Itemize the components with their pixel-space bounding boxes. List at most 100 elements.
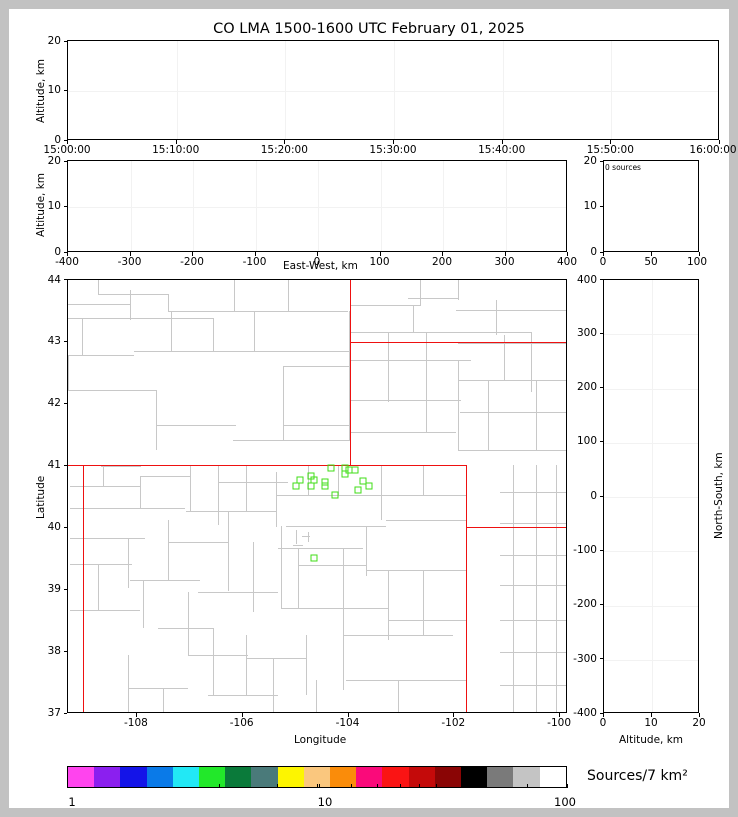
p1-ytick-0	[63, 139, 67, 141]
map-axis-label-longitude: Longitude	[294, 734, 347, 746]
colorbar-band	[146, 767, 173, 787]
p2-axis-label-eastwest: East-West, km	[283, 260, 358, 272]
cbar-minor-tick	[527, 784, 528, 787]
colorbar-band	[225, 767, 252, 787]
p5-ytick-400	[599, 279, 603, 280]
p2-ytick-0	[63, 251, 67, 253]
p3-xtick-50	[651, 252, 652, 256]
p2-ytick-20	[63, 160, 67, 162]
colorbar-band	[199, 767, 226, 787]
p5-ytick-200n	[599, 604, 603, 605]
colorbar-band	[382, 767, 409, 787]
colorbar-band	[68, 767, 95, 787]
p5-ylabel-200n: -200	[573, 597, 597, 610]
p5-ylabel-300n: -300	[573, 652, 597, 665]
colorbar-band	[356, 767, 383, 787]
colorbar-band	[94, 767, 121, 787]
p5-ytick-0	[599, 495, 603, 497]
panel-time-height[interactable]	[67, 40, 719, 140]
source-marker	[365, 482, 373, 490]
map-ylabel-38: 38	[47, 644, 61, 657]
p2-xtick-5	[379, 252, 381, 256]
cbar-label-100: 100	[554, 795, 576, 809]
colorbar[interactable]	[67, 766, 567, 788]
panel-map[interactable]	[67, 279, 567, 713]
map-ylabel-44: 44	[47, 273, 61, 286]
map-xlabel-108: -108	[123, 717, 148, 729]
p2-axis-label-altitude: Altitude, km	[35, 172, 47, 237]
p1-xtick-5	[610, 140, 612, 144]
colorbar-band	[434, 767, 462, 787]
map-ytick-44	[63, 279, 67, 280]
p3-xtick-0	[603, 252, 604, 256]
p1-xlabel-5: 15:50:00	[586, 144, 634, 156]
state-border-colorado-west	[83, 465, 85, 712]
p2-ylabel-10: 10	[47, 199, 61, 212]
source-marker	[327, 464, 335, 472]
p2-xlabel-3: -100	[242, 256, 267, 268]
p1-xtick-4	[501, 140, 503, 144]
cbar-minor-tick	[350, 784, 352, 787]
source-marker	[292, 482, 300, 490]
colorbar-band	[251, 767, 278, 787]
map-ylabel-43: 43	[47, 334, 61, 347]
cbar-label-10: 10	[317, 795, 333, 809]
p2-xtick-7	[504, 252, 506, 256]
p5-ylabel-0: 0	[590, 489, 597, 502]
p1-xlabel-4: 15:40:00	[478, 144, 526, 156]
p2-xlabel-8: 400	[556, 256, 578, 268]
p5-xlabel-10: 10	[644, 717, 658, 729]
map-ytick-37	[63, 712, 67, 714]
p2-xtick-6	[442, 252, 443, 256]
p5-ylabel-100n: -100	[573, 543, 597, 556]
state-border-colorado-north	[68, 465, 466, 467]
map-xlabel-104: -104	[335, 717, 360, 729]
map-xtick-104	[347, 713, 349, 717]
panel-eastwest-height[interactable]	[67, 160, 567, 252]
cbar-minor-tick	[218, 784, 220, 787]
cbar-minor-tick	[377, 784, 379, 787]
p2-ylabel-0: 0	[54, 245, 61, 258]
colorbar-band	[303, 767, 331, 787]
p2-ytick-10	[63, 206, 67, 207]
p5-ytick-100	[599, 441, 603, 443]
map-ylabel-42: 42	[47, 396, 61, 409]
p2-xtick-8	[567, 252, 568, 256]
map-ylabel-37: 37	[47, 706, 61, 719]
map-axis-label-latitude: Latitude	[35, 475, 47, 519]
p1-ytick-10	[63, 90, 67, 91]
panel-northsouth-altitude[interactable]	[603, 279, 699, 713]
panel-altitude-histogram[interactable]	[603, 160, 699, 252]
p1-ylabel-20: 20	[47, 34, 61, 47]
p5-xtick-0	[603, 713, 604, 717]
p2-xlabel-0: -400	[55, 256, 79, 268]
cbar-minor-tick	[318, 784, 320, 787]
p5-ylabel-100: 100	[576, 434, 597, 447]
colorbar-band	[330, 767, 357, 787]
cbar-tick-1	[67, 784, 68, 788]
source-marker	[321, 482, 329, 490]
p3-ylabel-0: 0	[590, 245, 597, 258]
p1-xtick-2	[284, 140, 286, 144]
cbar-label-1: 1	[68, 795, 76, 809]
p3-xlabel-100: 100	[686, 256, 708, 268]
source-marker	[351, 466, 359, 474]
colorbar-band	[408, 767, 435, 787]
colorbar-band	[487, 767, 514, 787]
colorbar-band	[539, 767, 566, 787]
p1-xtick-3	[393, 140, 394, 144]
map-xlabel-100: -100	[547, 717, 572, 729]
cbar-minor-tick	[277, 784, 278, 787]
source-marker	[321, 478, 329, 486]
state-border-nebraska-kansas	[466, 527, 566, 529]
figure-title: CO LMA 1500-1600 UTC February 01, 2025	[213, 21, 525, 37]
p1-xtick-6	[719, 140, 720, 144]
map-xlabel-102: -102	[441, 717, 466, 729]
cbar-minor-tick	[418, 784, 420, 787]
p2-xlabel-6: 200	[431, 256, 453, 268]
p2-xtick-4	[317, 252, 318, 256]
p5-xlabel-0: 0	[599, 717, 607, 729]
map-ylabel-41: 41	[47, 458, 61, 471]
p2-xlabel-2: -200	[180, 256, 204, 268]
p1-ylabel-0: 0	[54, 133, 61, 146]
